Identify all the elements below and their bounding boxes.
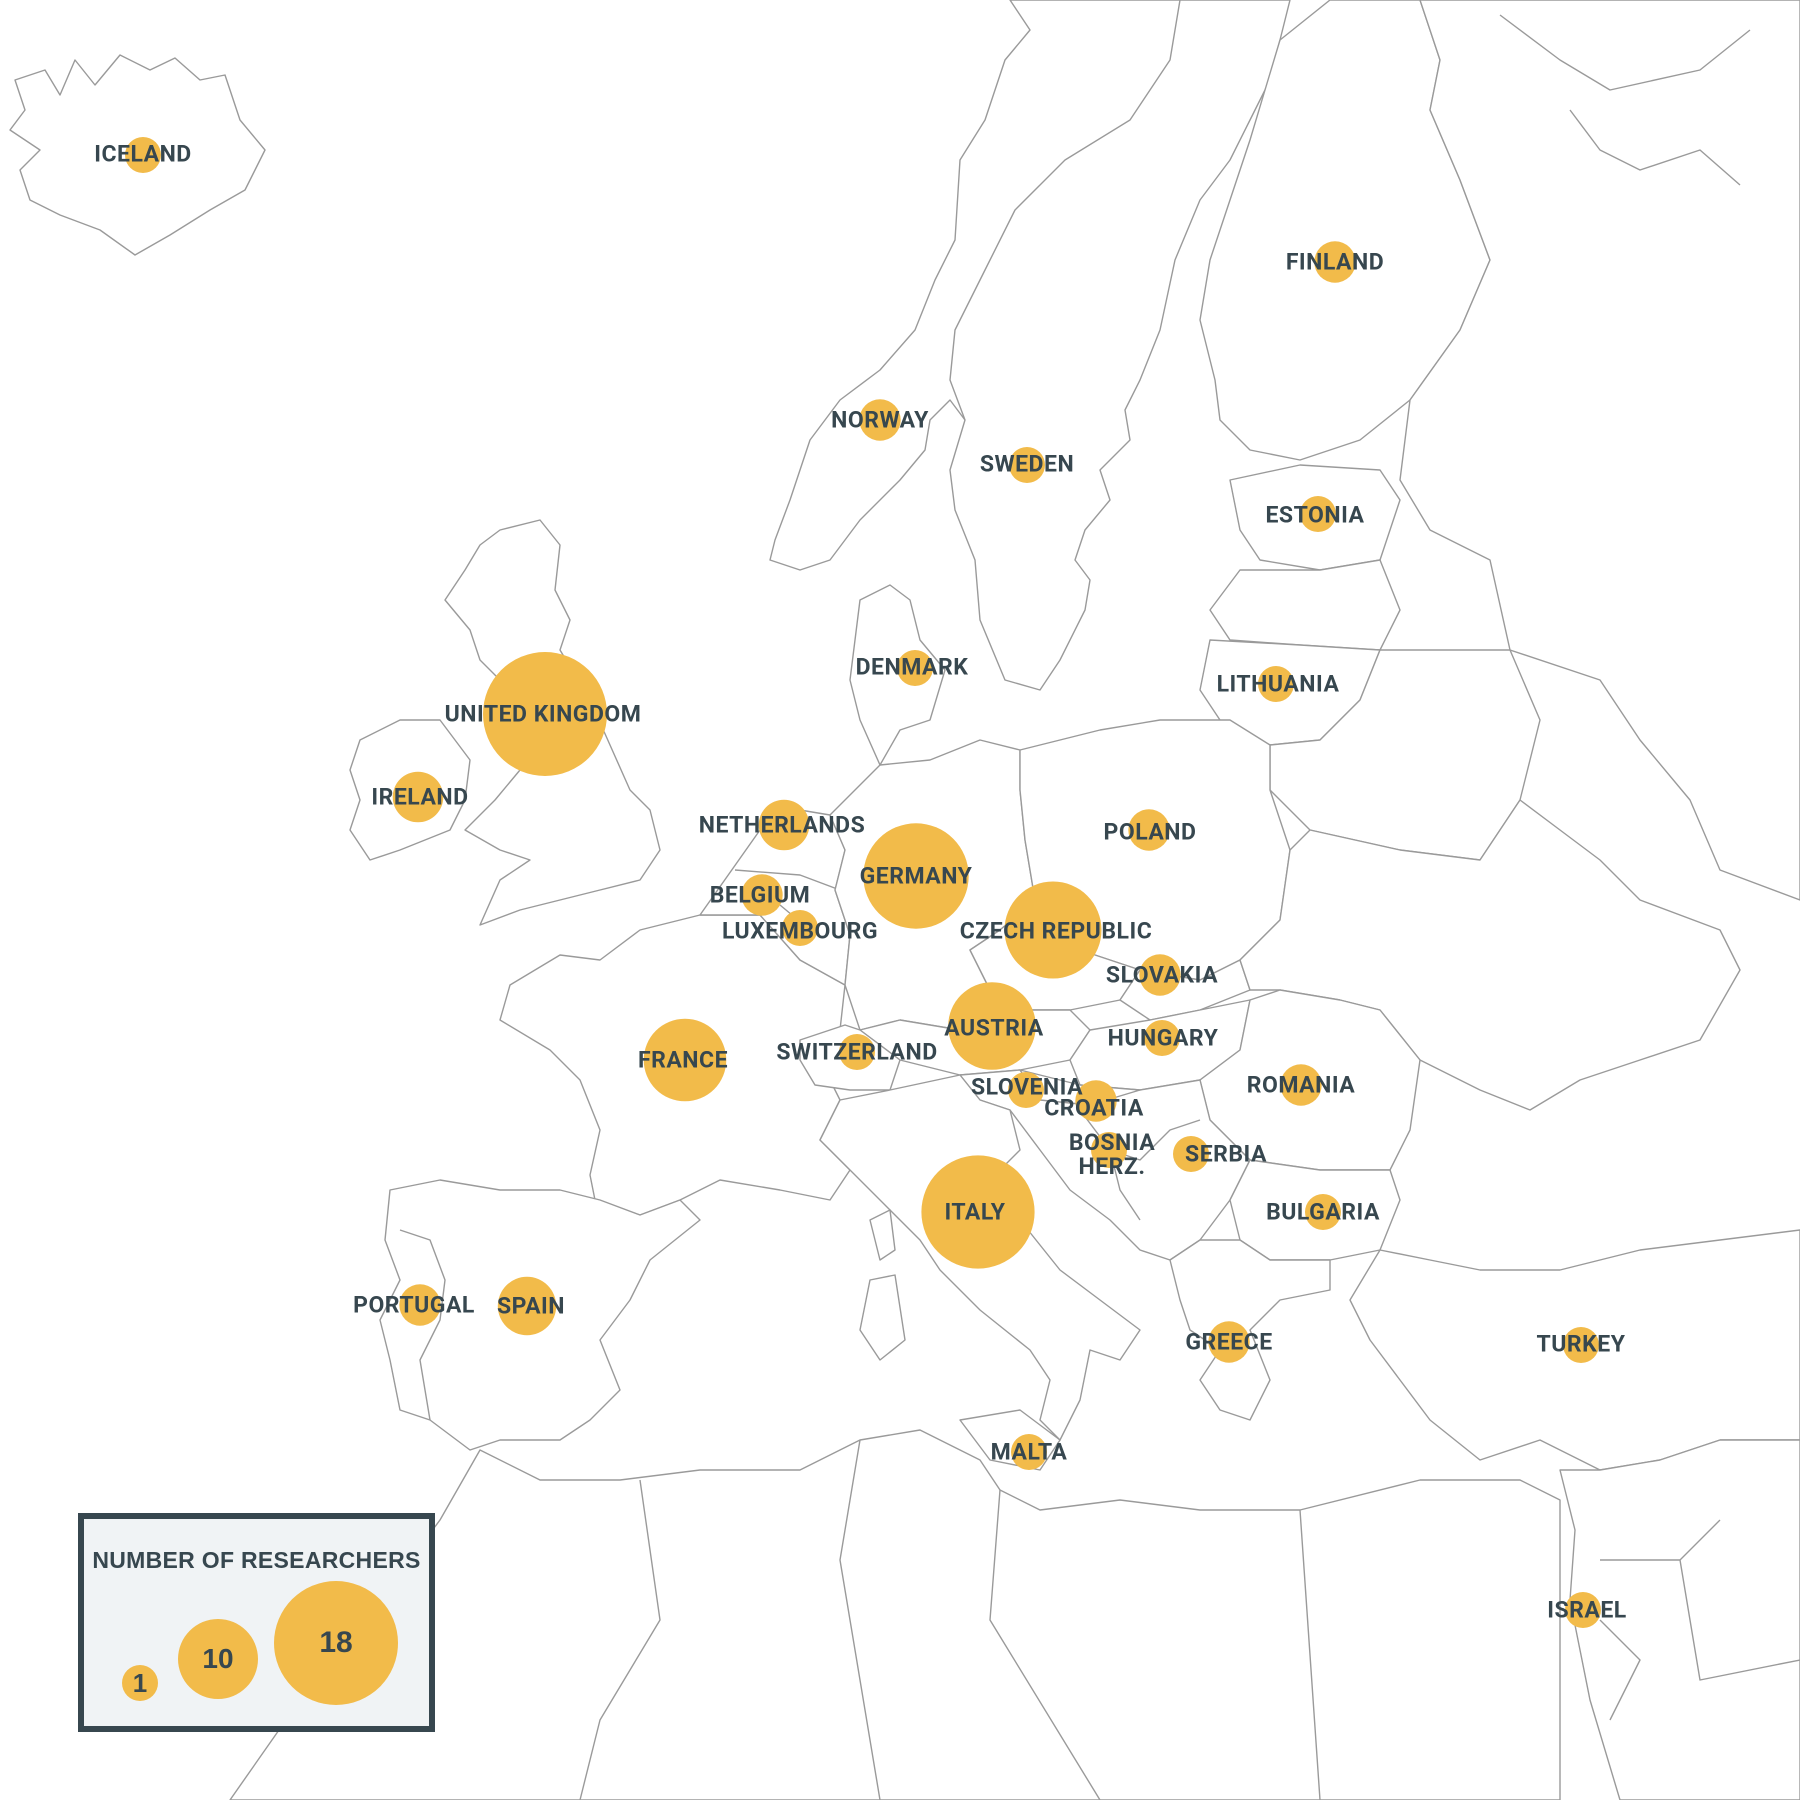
legend-bubble-1: 1 [122, 1665, 158, 1701]
greece-label: GREECE [1185, 1329, 1272, 1356]
portugal-bubble [399, 1284, 441, 1326]
bosnia-herz-bubble [1091, 1132, 1127, 1168]
austria-label: AUSTRIA [944, 1015, 1044, 1042]
estonia-bubble [1300, 496, 1336, 532]
united-kingdom-bubble [483, 652, 607, 776]
ireland-bubble [392, 771, 444, 823]
levant-outline [1559, 1439, 1800, 1800]
turkey-label: TURKEY [1537, 1331, 1626, 1358]
austria-bubble [948, 982, 1036, 1070]
poland-label: POLAND [1104, 819, 1197, 846]
denmark-bubble [897, 650, 933, 686]
israel-label: ISRAEL [1547, 1597, 1626, 1624]
north-africa-outline [229, 1429, 1561, 1800]
bulgaria-label: BULGARIA [1266, 1199, 1380, 1226]
norway-bubble [859, 399, 901, 441]
iceland-bubble [125, 137, 161, 173]
country-labels: ICELAND FINLAND NORWAY SWEDEN ESTONIA DENMARK… [94, 141, 1626, 1624]
portugal-border [399, 1229, 446, 1421]
ireland-label: IRELAND [371, 784, 468, 811]
hungary-bubble [1144, 1020, 1180, 1056]
sicily [959, 1409, 1061, 1471]
serbia-bubble [1173, 1136, 1209, 1172]
portugal-label: PORTUGAL [353, 1292, 475, 1319]
estonia-label: ESTONIA [1265, 502, 1364, 529]
italy-bubble [921, 1155, 1035, 1269]
italy-label: ITALY [944, 1199, 1005, 1226]
belgium-bubble [741, 874, 783, 916]
finland-bubble [1314, 241, 1356, 283]
sardinia-corsica [859, 1209, 906, 1361]
norway-sweden-border [949, 0, 1181, 421]
lithuania-bubble [1258, 666, 1294, 702]
slovenia-bubble [1008, 1072, 1044, 1108]
greece-bubble [1208, 1321, 1250, 1363]
legend-title: NUMBER OF RESEARCHERS [92, 1547, 421, 1573]
czech-republic-bubble [1004, 881, 1102, 979]
turkey-bubble [1563, 1327, 1599, 1363]
legend-bubble-10-label: 10 [202, 1643, 234, 1674]
legend: NUMBER OF RESEARCHERS 1 10 18 [78, 1513, 435, 1732]
finland-label: FINLAND [1286, 249, 1384, 276]
switzerland-label: SWITZERLAND [776, 1039, 937, 1066]
latvia-outline [1209, 559, 1401, 651]
legend-bubble-18: 18 [274, 1581, 398, 1705]
legend-bubble-1-label: 1 [132, 1667, 148, 1698]
kola-coast [1499, 14, 1751, 186]
czech-republic-label: CZECH REPUBLIC [960, 918, 1153, 945]
netherlands-bubble [758, 799, 810, 851]
greece-outline [1169, 1239, 1331, 1421]
researcher-bubbles [125, 137, 1601, 1628]
iceland-label: ICELAND [94, 141, 192, 168]
slovenia-label: SLOVENIA [971, 1074, 1083, 1101]
bulgaria-bubble [1305, 1194, 1341, 1230]
serbia-label: SERBIA [1185, 1141, 1267, 1168]
africa-borders [579, 1439, 1321, 1800]
malta-label: MALTA [991, 1439, 1068, 1466]
legend-bubble-10: 10 [178, 1619, 258, 1699]
russia-outline [1399, 0, 1800, 901]
bosnia-herz-label: BOSNIA HERZ. [1069, 1129, 1155, 1180]
slovakia-label: SLOVAKIA [1106, 962, 1218, 989]
croatia-label: CROATIA [1044, 1095, 1144, 1122]
luxembourg-label: LUXEMBOURG [722, 918, 878, 945]
spain-label: SPAIN [497, 1293, 565, 1320]
france-bubble [643, 1018, 727, 1102]
luxembourg-bubble [782, 910, 818, 946]
croatia-bubble [1075, 1080, 1117, 1122]
romania-bubble [1280, 1064, 1322, 1106]
spain-bubble [497, 1276, 557, 1336]
denmark-label: DENMARK [856, 654, 969, 681]
switzerland-bubble [839, 1034, 875, 1070]
israel-bubble [1565, 1592, 1601, 1628]
sweden-label: SWEDEN [980, 451, 1074, 478]
norway-label: NORWAY [831, 407, 929, 434]
lithuania-label: LITHUANIA [1217, 671, 1340, 698]
legend-bubble-18-label: 18 [319, 1626, 353, 1659]
slovakia-bubble [1139, 954, 1181, 996]
france-label: FRANCE [638, 1047, 728, 1074]
germany-label: GERMANY [860, 863, 973, 890]
romania-label: ROMANIA [1247, 1072, 1356, 1099]
hungary-label: HUNGARY [1108, 1025, 1219, 1052]
germany-bubble [863, 823, 969, 929]
denmark-outline [849, 584, 946, 766]
united-kingdom-label: UNITED KINGDOM [445, 701, 642, 728]
levant-borders [1599, 1519, 1800, 1721]
malta-bubble [1011, 1434, 1047, 1470]
scandinavia-outline [769, 0, 1291, 691]
poland-bubble [1128, 809, 1170, 851]
sweden-bubble [1009, 447, 1045, 483]
netherlands-label: NETHERLANDS [699, 812, 866, 839]
belgium-label: BELGIUM [710, 882, 811, 909]
